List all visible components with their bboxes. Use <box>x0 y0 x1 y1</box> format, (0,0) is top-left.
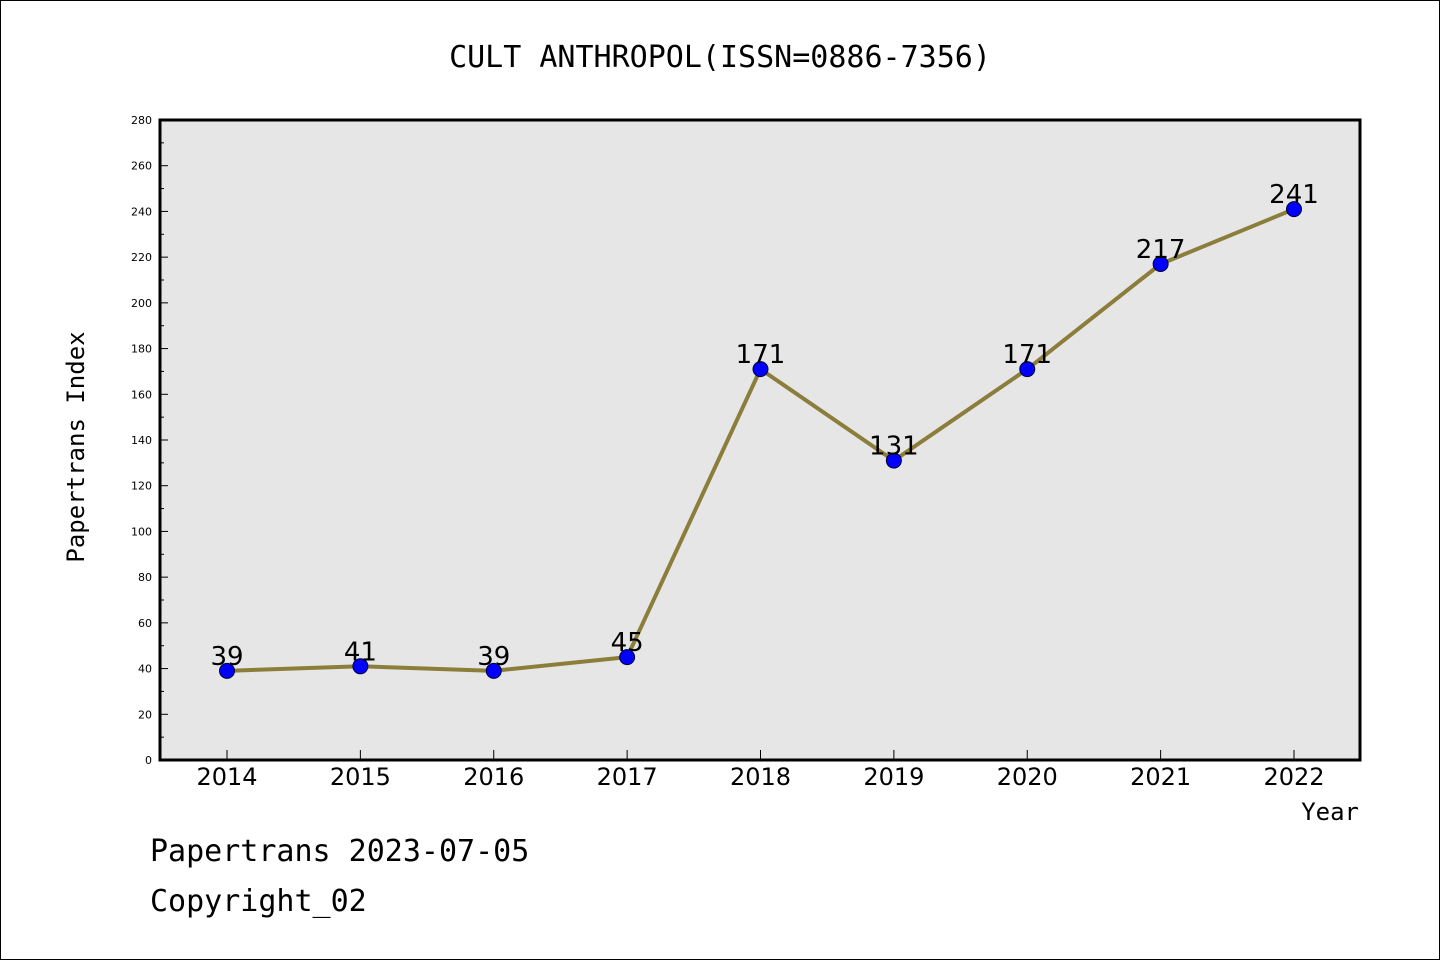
y-tick-label: 120 <box>131 480 152 493</box>
y-tick-label: 60 <box>138 617 152 630</box>
data-point <box>485 662 502 679</box>
data-point <box>1152 256 1169 272</box>
data-label: 131 <box>869 432 919 462</box>
x-axis-label: Year <box>1301 798 1359 826</box>
y-tick-label: 260 <box>131 160 152 173</box>
x-tick-label: 2014 <box>196 763 257 791</box>
plot-area <box>158 118 1362 762</box>
y-tick-label: 80 <box>138 571 152 584</box>
y-tick-label: 200 <box>131 297 152 310</box>
data-label: 171 <box>1002 340 1052 370</box>
data-point <box>885 452 902 469</box>
x-axis: 2014 2015 2016 2017 2018 2019 2020 2021 2022 <box>196 750 1325 791</box>
footer-date: Papertrans 2023-07-05 <box>150 834 530 869</box>
x-tick-label: 2016 <box>463 763 524 791</box>
data-label: 45 <box>611 628 644 658</box>
y-axis-label: Papertrans Index <box>62 331 90 562</box>
series-markers <box>219 201 1302 679</box>
footer-copyright: Copyright_02 <box>150 884 367 919</box>
x-tick-label: 2022 <box>1263 763 1324 791</box>
y-tick-label: 40 <box>138 663 152 676</box>
x-tick-label: 2018 <box>730 763 791 791</box>
data-point <box>352 658 369 675</box>
y-tick-label: 100 <box>131 525 152 538</box>
y-tick-label: 180 <box>131 343 152 356</box>
x-tick-label: 2015 <box>330 763 391 791</box>
x-tick-label: 2021 <box>1130 763 1191 791</box>
data-point <box>1286 201 1302 218</box>
data-label: 217 <box>1136 235 1186 265</box>
data-label: 41 <box>344 637 377 667</box>
y-tick-label: 140 <box>131 434 152 447</box>
x-tick-label: 2020 <box>997 763 1058 791</box>
data-labels: 39 41 39 45 171 131 171 217 241 <box>210 180 1318 672</box>
y-tick-label: 20 <box>138 708 152 721</box>
y-tick-label: 220 <box>131 251 152 264</box>
data-point <box>752 361 769 378</box>
chart-title: CULT ANTHROPOL(ISSN=0886-7356) <box>449 40 991 75</box>
data-label: 171 <box>736 340 786 370</box>
y-axis: 0 20 40 60 80 100 120 140 160 180 200 220 240 260 280 <box>131 114 168 767</box>
x-tick-label: 2017 <box>597 763 658 791</box>
x-tick-label: 2019 <box>863 763 924 791</box>
data-point <box>619 649 636 666</box>
y-tick-label: 280 <box>131 114 152 127</box>
y-tick-label: 240 <box>131 205 152 218</box>
data-point <box>219 662 235 679</box>
y-tick-label: 160 <box>131 388 152 401</box>
data-label: 241 <box>1269 180 1319 210</box>
data-point <box>1019 361 1036 378</box>
data-label: 39 <box>477 642 510 672</box>
data-label: 39 <box>210 642 243 672</box>
y-tick-label: 0 <box>145 754 152 767</box>
